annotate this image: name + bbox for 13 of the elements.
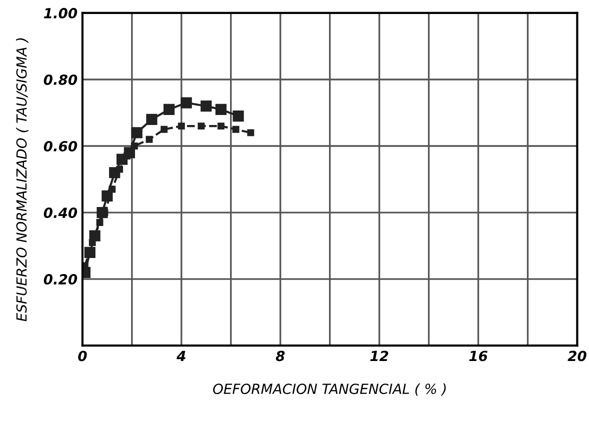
- x-tick-label: 8: [276, 350, 285, 362]
- y-tick-label: 0.20: [44, 274, 78, 285]
- x-tick-label: 12: [370, 350, 388, 362]
- x-tick-label: 0: [78, 350, 87, 362]
- y-axis-title: ESFUERZO NORMALIZADO ( TAU/SIGMA ): [16, 38, 28, 322]
- y-tick-label: 0.80: [44, 74, 78, 85]
- y-tick-label: 0.60: [44, 140, 78, 152]
- x-tick-label: 16: [469, 350, 488, 362]
- x-tick-label: 4: [176, 350, 186, 362]
- x-axis-title: OEFORMACION TANGENCIAL ( % ): [213, 383, 446, 396]
- y-tick-label: 0.40: [44, 208, 78, 218]
- x-tick-label: 20: [568, 350, 586, 362]
- y-tick-label: 1.00: [44, 8, 78, 18]
